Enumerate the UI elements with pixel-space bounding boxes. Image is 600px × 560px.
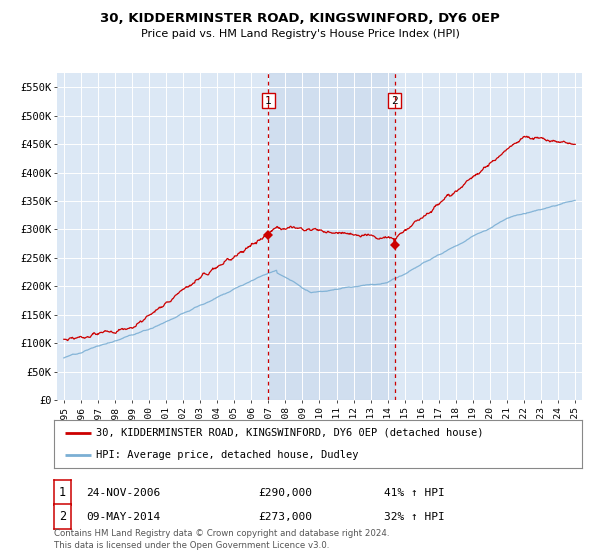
Text: 30, KIDDERMINSTER ROAD, KINGSWINFORD, DY6 0EP (detached house): 30, KIDDERMINSTER ROAD, KINGSWINFORD, DY… xyxy=(96,428,484,438)
Text: £290,000: £290,000 xyxy=(258,488,312,497)
Text: 41% ↑ HPI: 41% ↑ HPI xyxy=(384,488,445,497)
Text: Price paid vs. HM Land Registry's House Price Index (HPI): Price paid vs. HM Land Registry's House … xyxy=(140,29,460,39)
Text: £273,000: £273,000 xyxy=(258,512,312,521)
Text: HPI: Average price, detached house, Dudley: HPI: Average price, detached house, Dudl… xyxy=(96,450,359,460)
Text: 2: 2 xyxy=(391,96,398,106)
Text: 09-MAY-2014: 09-MAY-2014 xyxy=(86,512,160,521)
Text: 1: 1 xyxy=(265,96,272,106)
Text: 30, KIDDERMINSTER ROAD, KINGSWINFORD, DY6 0EP: 30, KIDDERMINSTER ROAD, KINGSWINFORD, DY… xyxy=(100,12,500,25)
Text: 32% ↑ HPI: 32% ↑ HPI xyxy=(384,512,445,521)
Text: 2: 2 xyxy=(59,510,66,523)
Text: 24-NOV-2006: 24-NOV-2006 xyxy=(86,488,160,497)
Text: Contains HM Land Registry data © Crown copyright and database right 2024.
This d: Contains HM Land Registry data © Crown c… xyxy=(54,529,389,550)
Text: 1: 1 xyxy=(59,486,66,499)
Bar xyxy=(268,73,394,400)
